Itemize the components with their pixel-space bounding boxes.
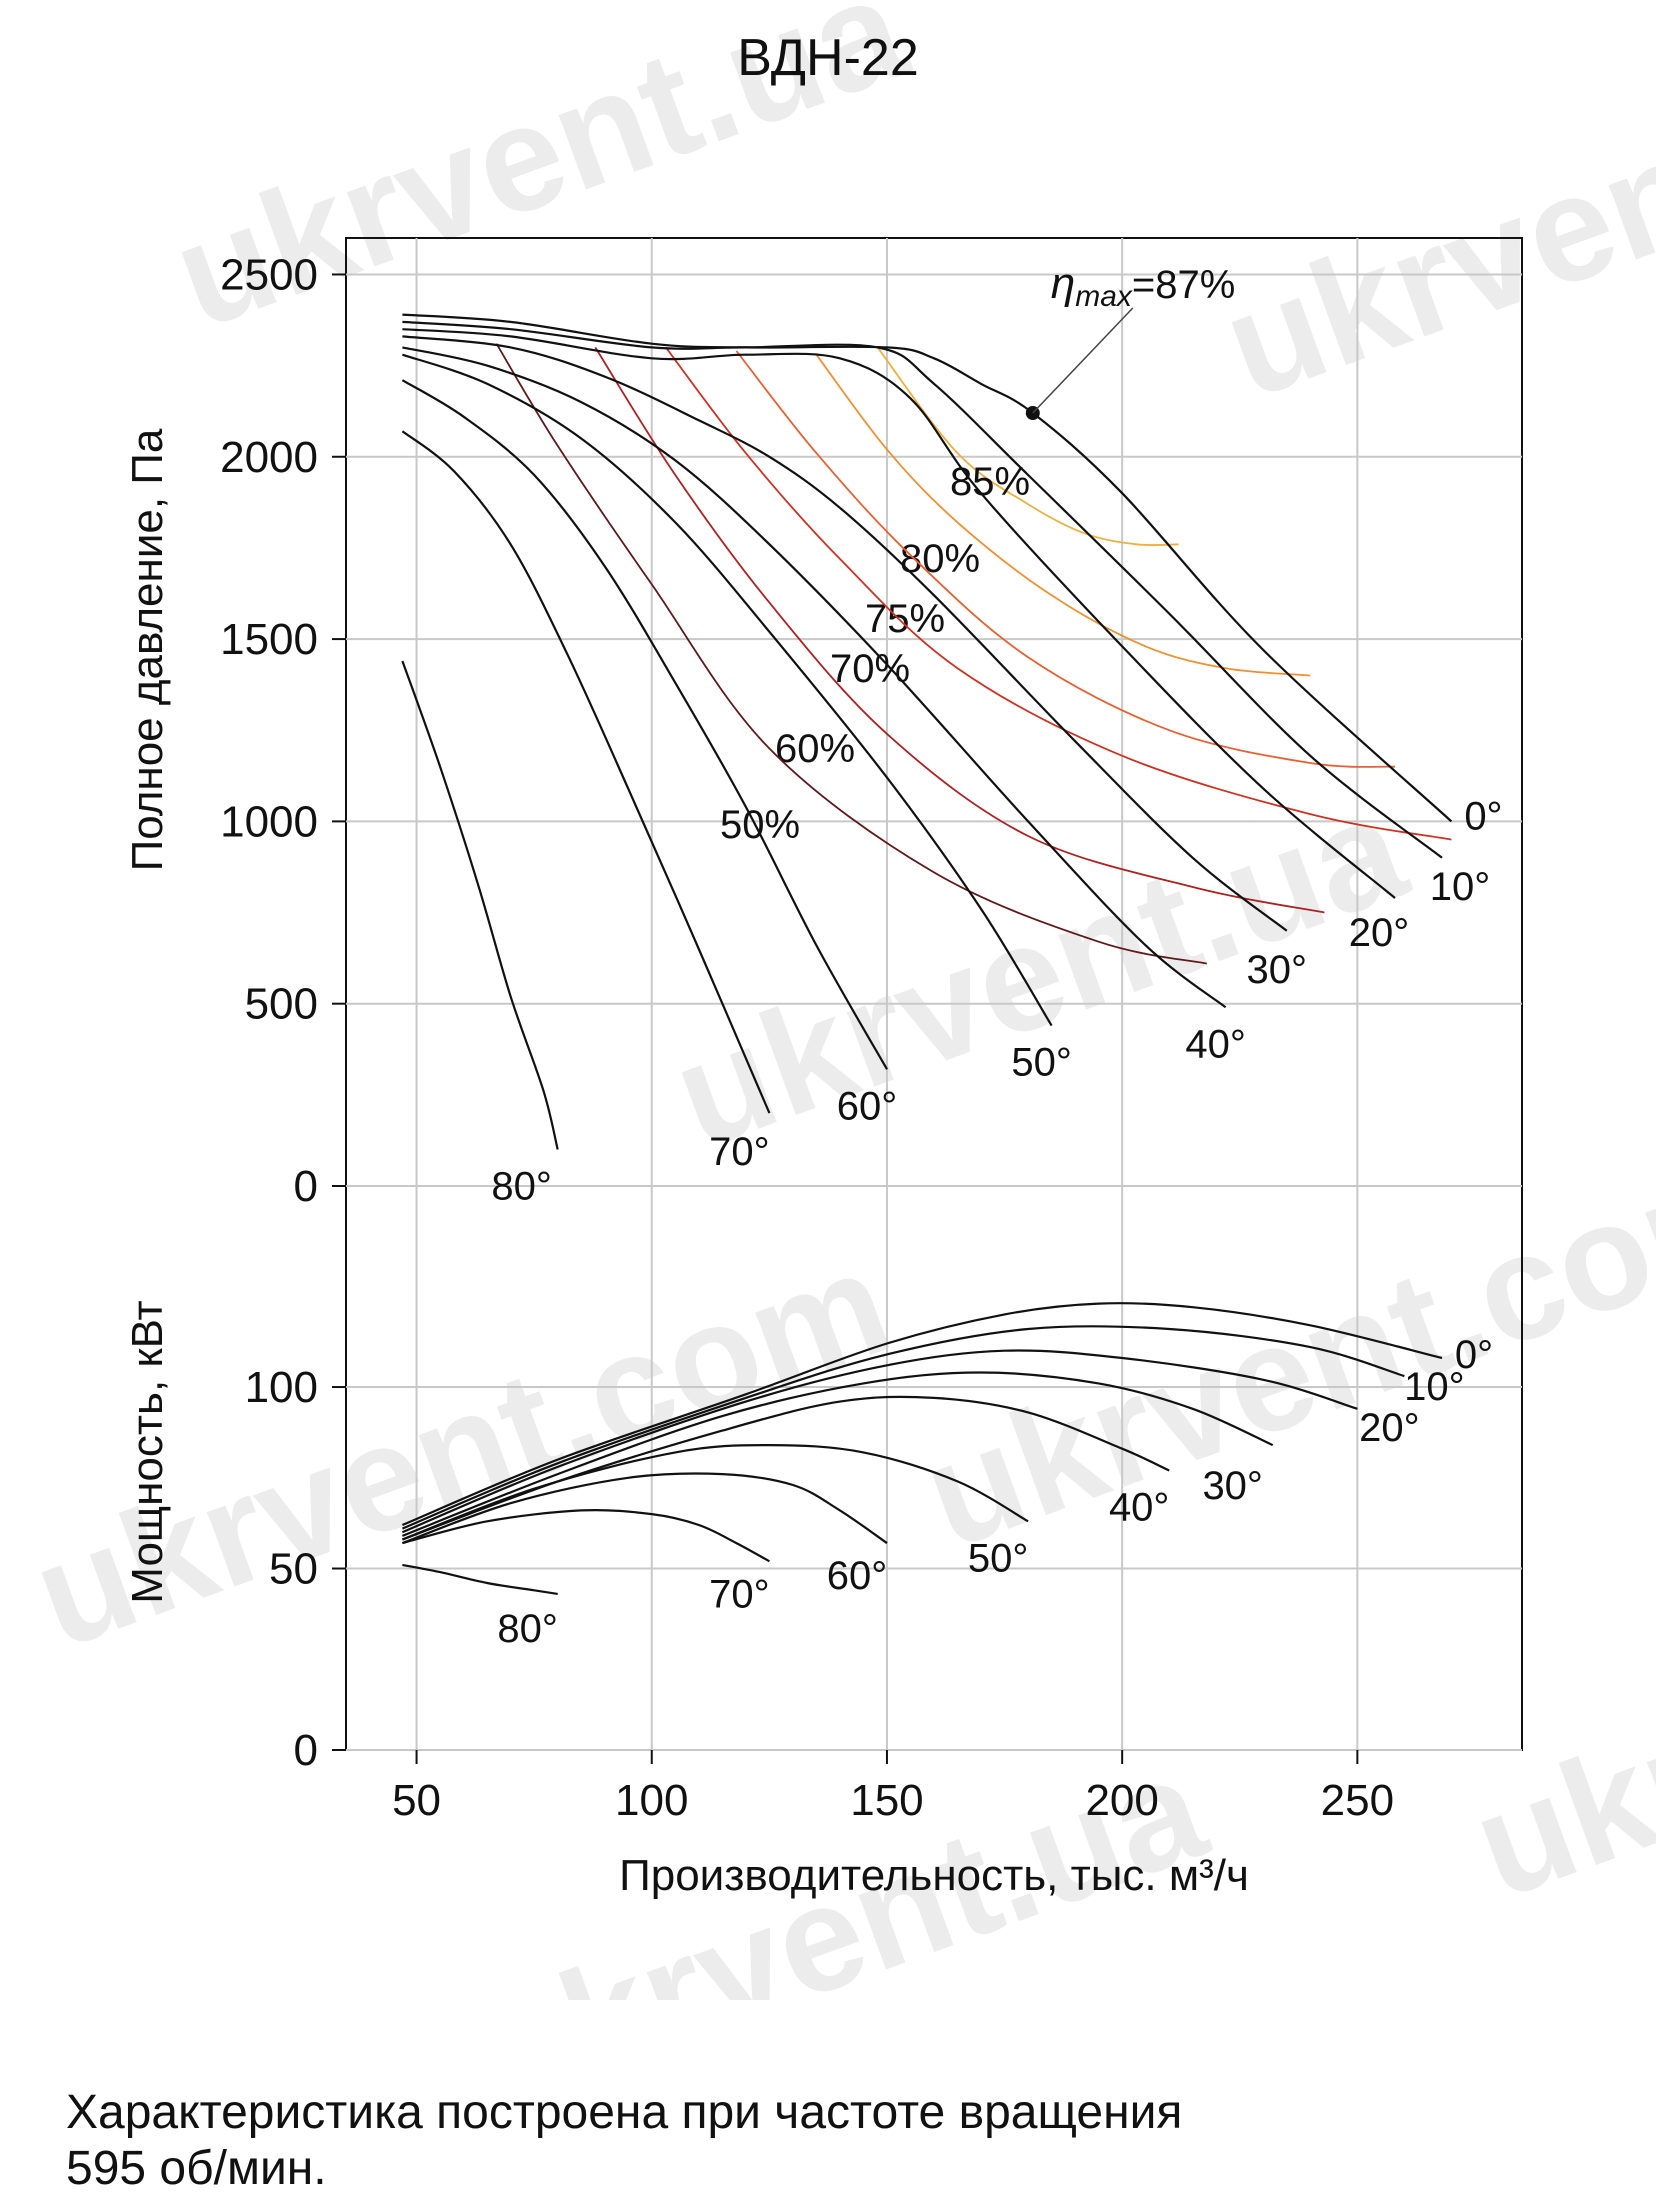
annotation-leader-line (1032, 307, 1134, 414)
x-tick-label: 150 (850, 1776, 923, 1825)
pressure-curves: 0° 10° 20° 30°40° 50° 60° 70° 80° (401, 313, 1503, 1209)
pressure-curve-label-70deg: 70° (709, 1130, 770, 1174)
watermark-text: ukrvent.com (1203, 0, 1656, 430)
power-y-axis-ticks: 0 50 100 (245, 1363, 346, 1775)
caption: Характеристика построена при частоте вра… (66, 2085, 1182, 2197)
pressure-curve-label-60deg: 60° (837, 1084, 898, 1128)
power-curve-label-0deg: 0° (1455, 1333, 1493, 1377)
pressure-curve-40deg (402, 346, 1227, 1009)
pressure-curve-label-0deg: 0° (1464, 794, 1502, 838)
efficiency-line-70pct (665, 346, 1452, 841)
power-curve-70deg (402, 1509, 770, 1563)
max-efficiency-label: ηmax=87% (1051, 259, 1236, 313)
x-tick-label: 200 (1085, 1776, 1158, 1825)
pressure-curve-label-20deg: 20° (1349, 911, 1410, 955)
pressure-curve-50deg (402, 353, 1053, 1027)
power-curve-20deg (401, 1349, 1358, 1534)
pressure-curve-30deg (402, 335, 1288, 932)
pressure-tick-label: 1500 (220, 615, 318, 664)
pressure-tick-label: 1000 (220, 797, 318, 846)
power-tick-label: 100 (245, 1363, 318, 1412)
pressure-curve-label-40deg: 40° (1185, 1022, 1246, 1066)
caption-line-1: Характеристика построена при частоте вра… (66, 2086, 1183, 2139)
pressure-tick-label: 2000 (220, 433, 318, 482)
watermark-text: ukrvent.ua (153, 0, 925, 360)
pressure-y-axis-ticks: 0 500 1000 1500 2000 2500 (220, 250, 346, 1211)
efficiency-line-75pct (735, 350, 1396, 768)
pressure-curve-label-80deg: 80° (491, 1165, 552, 1209)
efficiency-label-85pct: 85% (950, 460, 1030, 504)
grid-lines (346, 238, 1522, 1751)
max-efficiency-annotation: ηmax=87% (1025, 259, 1236, 421)
power-curve-label-30deg: 30° (1202, 1464, 1263, 1508)
power-curve-0deg (401, 1302, 1443, 1527)
x-axis-label: Производительность, тыс. м³/ч (619, 1851, 1249, 1900)
power-curve-80deg (402, 1563, 558, 1595)
pressure-curve-label-10deg: 10° (1430, 865, 1491, 909)
efficiency-line-60pct (594, 346, 1325, 914)
pressure-curve-70deg (401, 430, 771, 1114)
efficiency-label-60pct: 60% (775, 727, 855, 771)
efficiency-line-80pct (815, 354, 1311, 677)
power-curve-label-60deg: 60° (827, 1554, 888, 1598)
power-y-axis-label: Мощность, кВт (123, 1300, 172, 1603)
pressure-curve-label-30deg: 30° (1247, 948, 1308, 992)
x-tick-label: 50 (392, 1776, 441, 1825)
pressure-tick-label: 2500 (220, 250, 318, 299)
power-curve-30deg (401, 1371, 1274, 1537)
pressure-curve-20deg (402, 328, 1396, 899)
pressure-curve-60deg (401, 379, 888, 1070)
fan-performance-chart: ukrvent.uaukrvent.uaukrvent.uaukrvent.co… (13, 0, 1656, 2000)
power-curve-label-40deg: 40° (1109, 1486, 1170, 1530)
power-tick-label: 50 (269, 1545, 318, 1594)
pressure-curve-10deg (402, 320, 1443, 859)
pressure-curve-label-50deg: 50° (1011, 1041, 1072, 1085)
power-curve-label-80deg: 80° (497, 1607, 558, 1651)
x-tick-label: 100 (615, 1776, 688, 1825)
pressure-tick-label: 0 (294, 1162, 318, 1211)
power-curve-10deg (401, 1325, 1405, 1530)
x-axis-ticks: 50 100 150 200 250 (392, 1750, 1394, 1825)
efficiency-label-50pct: 50% (720, 803, 800, 847)
power-curve-label-10deg: 10° (1404, 1365, 1465, 1409)
pressure-curve-0deg (402, 313, 1453, 823)
power-curve-label-50deg: 50° (968, 1536, 1029, 1580)
caption-line-2: 595 об/мин. (66, 2142, 327, 2195)
efficiency-label-75pct: 75% (865, 597, 945, 641)
power-curve-label-70deg: 70° (709, 1572, 770, 1616)
watermark-text: ukrvent.ua (1453, 1512, 1656, 1930)
pressure-tick-label: 500 (245, 980, 318, 1029)
power-curve-label-20deg: 20° (1359, 1406, 1420, 1450)
chart-title: ВДН-22 (737, 29, 919, 87)
pressure-y-axis-label: Полное давление, Па (123, 428, 172, 871)
efficiency-label-70pct: 70% (830, 647, 910, 691)
power-curve-60deg (402, 1472, 888, 1545)
x-tick-label: 250 (1321, 1776, 1394, 1825)
power-curves: 0°10°20° 30° 40° 50° 60° 70° 80° (401, 1302, 1493, 1651)
efficiency-line-50pct (495, 343, 1207, 965)
power-curve-50deg (402, 1443, 1029, 1541)
pressure-curve-80deg (401, 660, 559, 1150)
efficiency-line-85pct (876, 346, 1179, 546)
power-tick-label: 0 (294, 1726, 318, 1775)
